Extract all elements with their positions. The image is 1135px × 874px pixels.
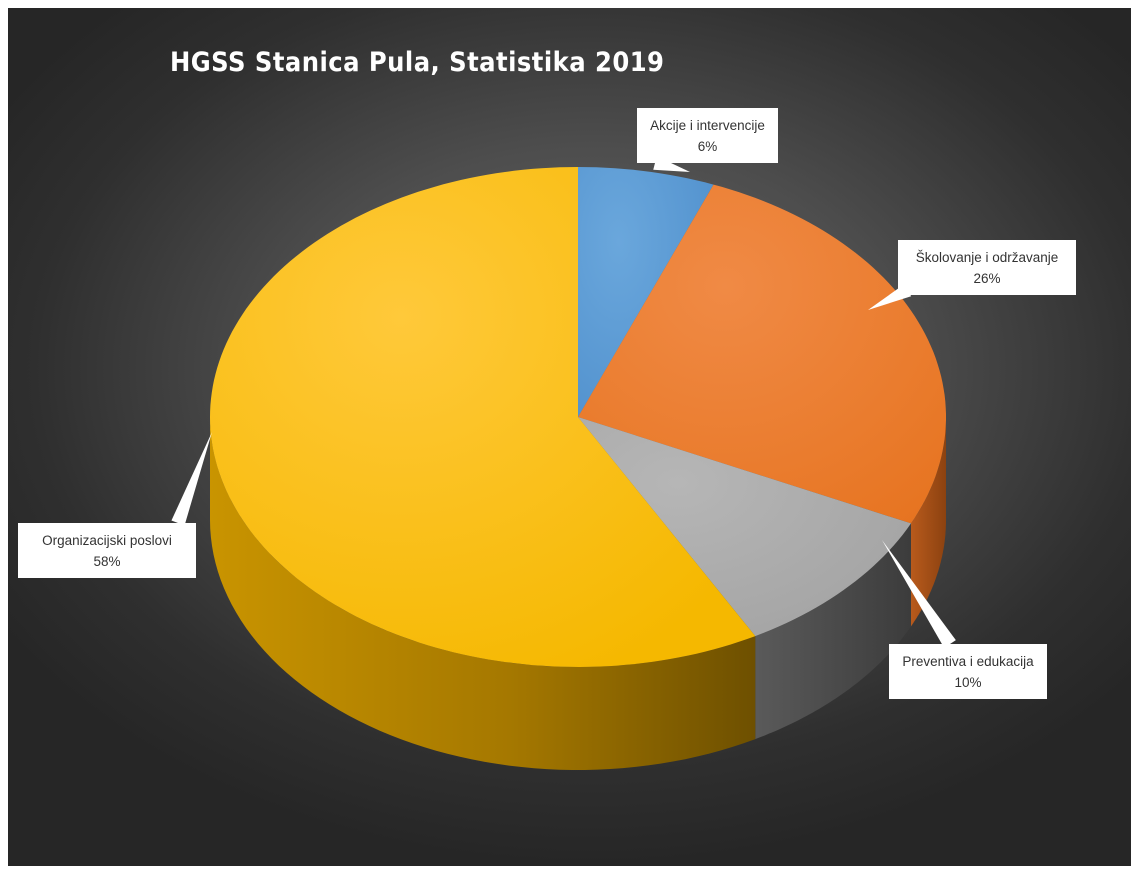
- data-label-category-organizacijski-poslovi: Organizacijski poslovi: [42, 533, 172, 548]
- data-label-value-akcije-i-intervencije: 6%: [698, 139, 718, 154]
- data-label-category-akcije-i-intervencije: Akcije i intervencije: [650, 118, 765, 133]
- chart-title: HGSS Stanica Pula, Statistika 2019: [170, 47, 665, 78]
- pie-slice-organizacijski-poslovi: [210, 167, 756, 667]
- pie-side-organizacijski-poslovi: [210, 417, 756, 770]
- leader-organizacijski-poslovi: [171, 432, 212, 526]
- data-label-value-preventiva-i-edukacija: 10%: [954, 675, 981, 690]
- data-label-value-skolovanje-i-odrzavanje: 26%: [973, 271, 1000, 286]
- leader-preventiva-i-edukacija: [882, 540, 956, 648]
- pie-side-skolovanje-i-odrzavanje: [911, 417, 946, 627]
- pie-slice-skolovanje-i-odrzavanje: [578, 184, 946, 524]
- pie-slice-akcije-i-intervencije: [578, 167, 714, 417]
- data-label-value-organizacijski-poslovi: 58%: [93, 554, 120, 569]
- data-label-category-preventiva-i-edukacija: Preventiva i edukacija: [902, 654, 1034, 669]
- pie-slice-preventiva-i-edukacija: [578, 417, 911, 637]
- data-label-box-preventiva-i-edukacija: [889, 644, 1047, 699]
- pie-side-preventiva-i-edukacija: [755, 523, 911, 740]
- data-label-box-organizacijski-poslovi: [18, 523, 196, 578]
- data-label-box-skolovanje-i-odrzavanje: [898, 240, 1076, 295]
- data-label-category-skolovanje-i-odrzavanje: Školovanje i održavanje: [916, 250, 1059, 265]
- data-label-box-akcije-i-intervencije: [637, 108, 778, 163]
